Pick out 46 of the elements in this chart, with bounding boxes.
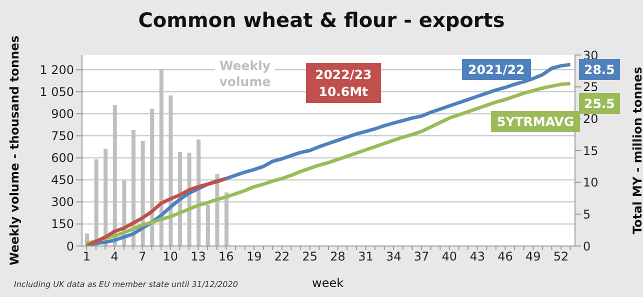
text: 25.5 [584,96,615,111]
y-tick-label: 300 [51,195,74,210]
text: Including UK data as EU member state until 31/12/2020 [14,280,238,289]
series-label: 5YTRMAVG [497,113,574,130]
y2-tick-label: 5 [583,207,591,222]
line-series [84,176,228,246]
annotation: 10.6Mt [318,83,370,100]
text: 28.5 [579,59,620,80]
y-tick-label: 900 [51,107,74,122]
x-tick-label: 19 [246,250,262,264]
x-tick-label: 16 [218,250,234,264]
y2-tick-label: 25 [583,80,598,94]
x-tick-label: 46 [498,250,513,264]
y-tick-label: 150 [51,217,74,232]
y-tick-label: 450 [51,173,74,188]
y2-tick-label: 0 [583,239,591,254]
y-axis-title: Weekly volume - thousand tonnes [7,36,22,266]
x-tick-label: 28 [330,250,346,264]
y2-axis-title: Total MY - million tonnes [630,66,643,234]
x-tick-label: 4 [110,250,118,264]
y-tick-label: 1 050 [40,84,74,99]
y2-tick-label: 20 [583,112,598,126]
y-tick-label: 0 [66,239,74,254]
x-tick-label: 13 [190,250,206,264]
x-tick-label: 1 [82,250,90,264]
x-tick-label: 40 [442,250,458,264]
series-label: 2021/22 [468,61,525,78]
x-tick-label: 22 [274,250,290,264]
x-tick-label: 25 [302,250,318,264]
y2-tick-label: 10 [583,176,598,190]
x-tick-label: 34 [386,250,402,264]
y-tick-label: 1 200 [40,62,74,77]
x-tick-label: 52 [553,250,569,264]
y2-tick-label: 15 [583,144,598,158]
text: Weekly volume [215,58,275,90]
x-tick-label: 43 [470,250,485,264]
chart-title: Common wheat & flour - exports [137,8,506,32]
x-tick-label: 31 [358,250,374,264]
y-tick-label: 600 [51,151,74,166]
y-tick-label: 750 [51,129,74,144]
text: 2022/23 [315,66,372,83]
x-tick-label: 10 [162,250,178,264]
x-axis-title: week [312,276,344,290]
x-tick-label: 49 [526,250,541,264]
x-tick-label: 7 [138,250,146,264]
x-tick-label: 37 [414,250,430,264]
